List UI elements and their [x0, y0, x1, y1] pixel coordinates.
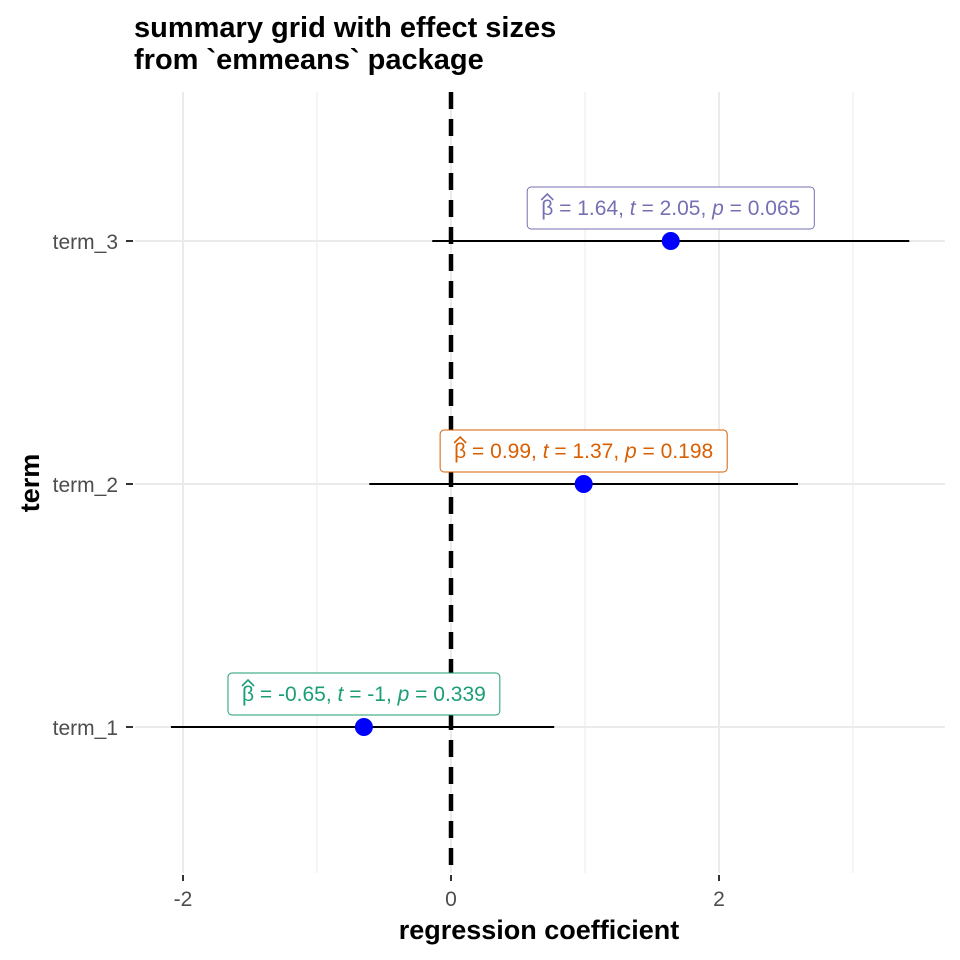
- label-term_2: β = 0.99, t = 1.37, p = 0.198: [439, 429, 728, 473]
- beta-value: = 1.64,: [553, 197, 629, 220]
- estimate-points: [354, 232, 680, 736]
- beta-symbol: β: [454, 440, 466, 463]
- beta-value: = -0.65,: [254, 683, 337, 706]
- chart-title: summary grid with effect sizes from `emm…: [134, 12, 556, 76]
- y-tick-label: term_1: [53, 717, 118, 740]
- x-tick-label: 0: [445, 888, 457, 911]
- effect-labels: β = -0.65, t = -1, p = 0.339 β = 0.99, t …: [227, 186, 815, 716]
- axes: -2 0 2 term_1 term_2 term_3: [53, 231, 725, 911]
- beta-value: = 0.99,: [466, 440, 542, 463]
- label-term_3: β = 1.64, t = 2.05, p = 0.065: [526, 186, 815, 230]
- point-term_1: [354, 718, 373, 736]
- chart-title-line-1: summary grid with effect sizes: [134, 12, 557, 44]
- point-term_2: [574, 475, 593, 493]
- x-tick-label: -2: [174, 888, 193, 911]
- beta-symbol: β: [242, 683, 254, 706]
- chart-title-line-2: from `emmeans` package: [134, 44, 484, 76]
- p-value: = 0.339: [409, 683, 485, 706]
- label-text-term_2: β = 0.99, t = 1.37, p = 0.198: [454, 440, 713, 463]
- p-symbol: p: [711, 197, 724, 220]
- x-tick-label: 2: [713, 888, 725, 911]
- p-value: = 0.065: [724, 197, 800, 220]
- label-term_1: β = -0.65, t = -1, p = 0.339: [227, 672, 501, 716]
- label-box-term_3: [526, 186, 815, 230]
- p-symbol: p: [624, 440, 637, 463]
- beta-hat-mark: [540, 192, 554, 201]
- y-tick-label: term_2: [53, 474, 118, 497]
- label-box-term_1: [227, 672, 501, 716]
- t-symbol: t: [630, 197, 637, 220]
- beta-hat-mark: [241, 678, 255, 687]
- y-tick-label: term_3: [53, 231, 118, 254]
- beta-symbol: β: [541, 197, 553, 220]
- label-box-term_2: [439, 429, 728, 473]
- label-text-term_1: β = -0.65, t = -1, p = 0.339: [242, 683, 486, 706]
- p-value: = 0.198: [637, 440, 713, 463]
- x-axis-title: regression coefficient: [399, 915, 680, 945]
- p-symbol: p: [397, 683, 410, 706]
- t-symbol: t: [543, 440, 550, 463]
- point-term_3: [661, 232, 680, 250]
- t-value: = 1.37,: [549, 440, 625, 463]
- label-text-term_3: β = 1.64, t = 2.05, p = 0.065: [541, 197, 800, 220]
- t-symbol: t: [338, 683, 345, 706]
- t-value: = -1,: [343, 683, 397, 706]
- beta-hat-mark: [453, 435, 467, 444]
- y-axis-title: term: [15, 454, 45, 513]
- t-value: = 2.05,: [636, 197, 712, 220]
